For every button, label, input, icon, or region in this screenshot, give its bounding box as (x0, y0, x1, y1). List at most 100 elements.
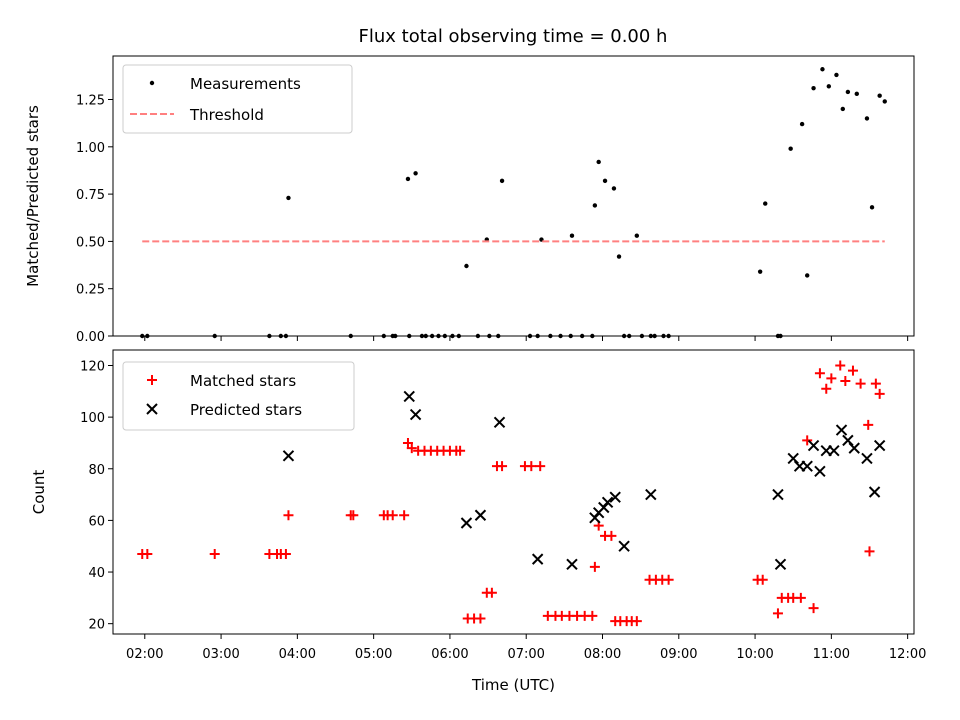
matched-star-point (348, 510, 359, 521)
measurement-point (596, 159, 601, 165)
matched-star-point (835, 360, 846, 371)
count-panel-frame (112, 349, 915, 635)
y-tick-label: 120 (80, 359, 105, 374)
measurement-point (548, 333, 553, 339)
matched-star-point (406, 443, 417, 454)
predicted-star-point (801, 460, 813, 472)
measurement-point (826, 84, 832, 89)
predicted-star-point (861, 452, 873, 465)
y-tick-label: 80 (88, 463, 105, 478)
measurement-point (145, 333, 150, 339)
measurement-point (442, 333, 448, 339)
measurement-point (840, 106, 845, 112)
x-tick-label: 09:00 (660, 647, 697, 662)
measurement-point (845, 89, 851, 95)
matched-star-point (874, 388, 885, 399)
y-tick-label: 0.25 (76, 283, 105, 298)
y-tick-label: 1.25 (76, 94, 105, 109)
measurement-point (590, 333, 595, 339)
matched-star-point (606, 530, 617, 541)
measurement-point (475, 333, 481, 339)
measurement-point (278, 333, 284, 339)
matched-star-point (142, 548, 153, 559)
measurement-point (634, 233, 640, 238)
count-panel-plot-area: 20 40 60 80 100 120 02:00 03:00 04:00 05:00 06:00 0… (80, 359, 926, 662)
ratio-panel-frame (112, 55, 915, 337)
measurement-point (413, 171, 418, 176)
predicted-star-point (566, 558, 578, 570)
measurement-point (616, 254, 622, 259)
matched-star-point (486, 587, 497, 598)
measurement-point (579, 333, 585, 339)
matched-star-point (455, 445, 466, 456)
predicted-star-point (807, 439, 820, 452)
predicted-star-point (774, 558, 787, 570)
measurement-point (212, 333, 217, 339)
measurement-point (592, 203, 598, 208)
count-panel: 20 40 60 80 100 120 02:00 03:00 04:00 05:00 06:00 0… (30, 349, 926, 694)
matched-star-point (663, 574, 674, 585)
predicted-star-point (814, 465, 826, 478)
measurement-point (602, 178, 608, 184)
predicted-star-point (474, 509, 487, 521)
measurement-point (286, 195, 291, 201)
y-tick-label: 20 (88, 618, 105, 633)
measurement-point (535, 333, 540, 339)
measurement-point (267, 333, 272, 339)
measurement-point (569, 233, 575, 238)
matched-star-point (802, 435, 813, 446)
ratio-panel-plot-area: 0.00 0.25 0.50 0.75 1.00 1.25 (76, 67, 909, 345)
measurement-point (652, 333, 657, 339)
legend-predicted-label: Predicted stars (190, 401, 302, 419)
measurement-point (381, 333, 387, 339)
legend-threshold-label: Threshold (189, 106, 264, 124)
measurement-point (558, 333, 563, 339)
matched-star-point (864, 546, 875, 557)
measurement-point (464, 263, 469, 269)
measurement-point (763, 201, 768, 206)
matched-star-point (863, 419, 874, 430)
ratio-panel: 0.00 0.25 0.50 0.75 1.00 1.25 Matched/Predict… (24, 55, 915, 345)
measurement-point (405, 176, 411, 182)
measurement-point (639, 333, 645, 339)
x-tick-label: 07:00 (507, 647, 544, 662)
matched-star-point (399, 510, 410, 521)
measurement-point (429, 333, 435, 339)
predicted-star-point (645, 488, 657, 501)
measurement-point (527, 333, 533, 339)
measurement-point (611, 186, 617, 191)
plus-marker (147, 375, 157, 385)
measurement-point (496, 333, 501, 339)
measurement-point (568, 333, 573, 339)
predicted-star-point (868, 486, 881, 498)
x-tick-label: 08:00 (584, 647, 621, 662)
ratio-panel-legend: Measurements Threshold (122, 64, 353, 134)
measurement-point (499, 178, 505, 184)
predicted-star-point (609, 491, 621, 503)
legend-measurements-marker (149, 80, 155, 86)
legend-matched-marker (147, 375, 157, 385)
measurement-point (666, 333, 671, 339)
matched-star-point (589, 561, 600, 572)
matched-star-point (826, 373, 837, 384)
matched-star-point (497, 461, 508, 472)
x-tick-label: 11:00 (813, 647, 850, 662)
y-tick-label: 0.00 (76, 330, 105, 345)
predicted-star-point (873, 439, 886, 452)
y-tick-label: 60 (88, 514, 105, 529)
measurement-point (436, 333, 441, 339)
x-tick-label: 04:00 (279, 647, 316, 662)
measurement-point (627, 333, 632, 339)
y-tick-label: 0.50 (76, 235, 105, 250)
matched-star-point (855, 378, 866, 389)
measurement-point (854, 91, 859, 97)
predicted-star-point (531, 553, 544, 565)
y-tick-label: 1.00 (76, 141, 105, 156)
measurement-point (805, 273, 810, 278)
matched-star-point (402, 437, 413, 448)
measurement-point (757, 269, 763, 274)
legend-box (122, 361, 355, 431)
y-tick-label: 0.75 (76, 188, 105, 203)
predicted-star-point (601, 496, 614, 509)
